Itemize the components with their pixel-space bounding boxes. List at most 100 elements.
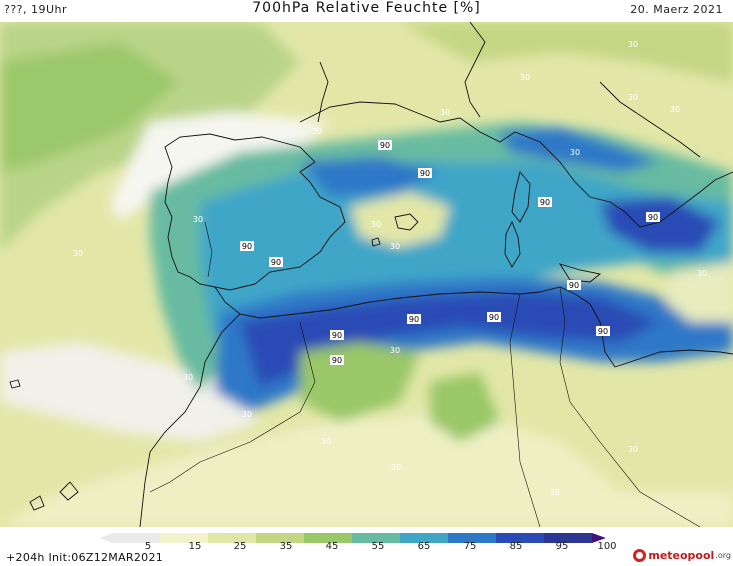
svg-text:90: 90 xyxy=(420,169,430,178)
contour-label: 90 xyxy=(418,168,432,178)
humidity-map[interactable]: 30 30 30 30 30 30 30 30 90 90 90 90 90 90 90 90 90 90 90 90… xyxy=(0,22,733,527)
contour-label: 90 xyxy=(378,140,392,150)
scale-tick-label: 65 xyxy=(417,541,431,552)
contour-label: 30 xyxy=(390,242,400,251)
svg-text:90: 90 xyxy=(540,198,550,207)
svg-text:30: 30 xyxy=(670,105,680,114)
svg-text:90: 90 xyxy=(489,313,499,322)
contour-labels: 30 30 30 30 30 30 30 30 90 90 90 90 90 90 90 90 90 90 90 90… xyxy=(73,40,707,497)
brand-logo[interactable]: meteopool .org xyxy=(633,546,731,564)
contour-label: 90 xyxy=(269,257,283,267)
brand-name: meteopool xyxy=(648,548,715,562)
time-label: ???, 19Uhr xyxy=(4,3,68,16)
contour-label: 30 xyxy=(193,215,203,224)
contour-label: 90 xyxy=(330,355,344,365)
contour-label: 30 xyxy=(697,269,707,278)
color-scale-bar xyxy=(100,533,606,543)
svg-text:90: 90 xyxy=(332,356,342,365)
svg-text:30: 30 xyxy=(73,249,83,258)
scale-arrow-right xyxy=(592,533,606,543)
svg-text:30: 30 xyxy=(628,445,638,454)
scale-tick-label: 75 xyxy=(463,541,477,552)
scale-swatch xyxy=(160,533,208,543)
scale-tick-label: 85 xyxy=(509,541,523,552)
scale-tick-label: 5 xyxy=(144,541,152,552)
svg-text:90: 90 xyxy=(598,327,608,336)
svg-text:90: 90 xyxy=(332,331,342,340)
scale-swatch xyxy=(256,533,304,543)
svg-text:90: 90 xyxy=(569,281,579,290)
header-bar: ???, 19Uhr 700hPa Relative Feuchte [%] 2… xyxy=(0,0,733,22)
scale-swatch xyxy=(496,533,544,543)
contour-label: 30 xyxy=(312,127,322,136)
scale-tick-label: 15 xyxy=(188,541,202,552)
color-scale xyxy=(100,530,640,549)
contour-label: 30 xyxy=(520,73,530,82)
contour-label: 90 xyxy=(646,212,660,222)
contour-label: 30 xyxy=(242,410,252,419)
scale-swatch xyxy=(400,533,448,543)
borders xyxy=(149,221,701,527)
svg-text:90: 90 xyxy=(648,213,658,222)
brand-suffix: .org xyxy=(715,550,731,560)
svg-text:30: 30 xyxy=(628,40,638,49)
svg-text:30: 30 xyxy=(390,242,400,251)
contour-label: 30 xyxy=(628,93,638,102)
scale-swatch xyxy=(544,533,592,543)
svg-text:30: 30 xyxy=(550,488,560,497)
contour-label: 30 xyxy=(371,220,381,229)
contour-label: 90 xyxy=(407,314,421,324)
contour-label: 90 xyxy=(596,326,610,336)
scale-arrow-left xyxy=(100,533,112,543)
contour-label: 30 xyxy=(628,40,638,49)
coastlines xyxy=(9,22,733,527)
svg-text:90: 90 xyxy=(271,258,281,267)
scale-swatch xyxy=(208,533,256,543)
scale-tick-label: 35 xyxy=(279,541,293,552)
svg-text:90: 90 xyxy=(242,242,252,251)
contour-label: 30 xyxy=(550,488,560,497)
contour-label: 90 xyxy=(330,330,344,340)
scale-swatch xyxy=(448,533,496,543)
contour-label: 30 xyxy=(73,249,83,258)
scale-tick-label: 45 xyxy=(325,541,339,552)
contour-label: 30 xyxy=(628,445,638,454)
svg-text:30: 30 xyxy=(193,215,203,224)
svg-text:90: 90 xyxy=(409,315,419,324)
contour-label: 90 xyxy=(487,312,501,322)
svg-text:90: 90 xyxy=(380,141,390,150)
map-title: 700hPa Relative Feuchte [%] xyxy=(252,0,481,16)
scale-tick-label: 25 xyxy=(233,541,247,552)
svg-text:30: 30 xyxy=(312,127,322,136)
init-label: +204h Init:06Z12MAR2021 xyxy=(6,551,164,564)
contour-label: 30 xyxy=(390,346,400,355)
scale-swatch xyxy=(112,533,160,543)
svg-text:30: 30 xyxy=(440,108,450,117)
scale-tick-label: 100 xyxy=(597,541,617,552)
svg-text:30: 30 xyxy=(242,410,252,419)
contour-label: 30 xyxy=(440,108,450,117)
contour-label: 30 xyxy=(570,148,580,157)
scale-swatch xyxy=(304,533,352,543)
svg-text:30: 30 xyxy=(628,93,638,102)
contour-label: 30 xyxy=(670,105,680,114)
contour-label: 30 xyxy=(391,463,401,472)
scale-swatch xyxy=(352,533,400,543)
map-canvas: 30 30 30 30 30 30 30 30 90 90 90 90 90 90 90 90 90 90 90 90… xyxy=(0,22,733,527)
brand-icon xyxy=(633,548,647,562)
svg-text:30: 30 xyxy=(570,148,580,157)
contour-label: 90 xyxy=(538,197,552,207)
svg-text:30: 30 xyxy=(371,220,381,229)
date-label: 20. Maerz 2021 xyxy=(630,3,723,16)
scale-tick-label: 95 xyxy=(555,541,569,552)
svg-text:30: 30 xyxy=(183,373,193,382)
svg-text:30: 30 xyxy=(321,437,331,446)
contour-label: 30 xyxy=(183,373,193,382)
svg-text:30: 30 xyxy=(390,346,400,355)
contour-label: 90 xyxy=(567,280,581,290)
contour-label: 90 xyxy=(240,241,254,251)
svg-text:30: 30 xyxy=(520,73,530,82)
svg-text:30: 30 xyxy=(391,463,401,472)
svg-text:30: 30 xyxy=(697,269,707,278)
footer-bar: 5 15 25 35 45 55 65 75 85 95 100 +204h Init:06Z12M… xyxy=(0,527,733,566)
